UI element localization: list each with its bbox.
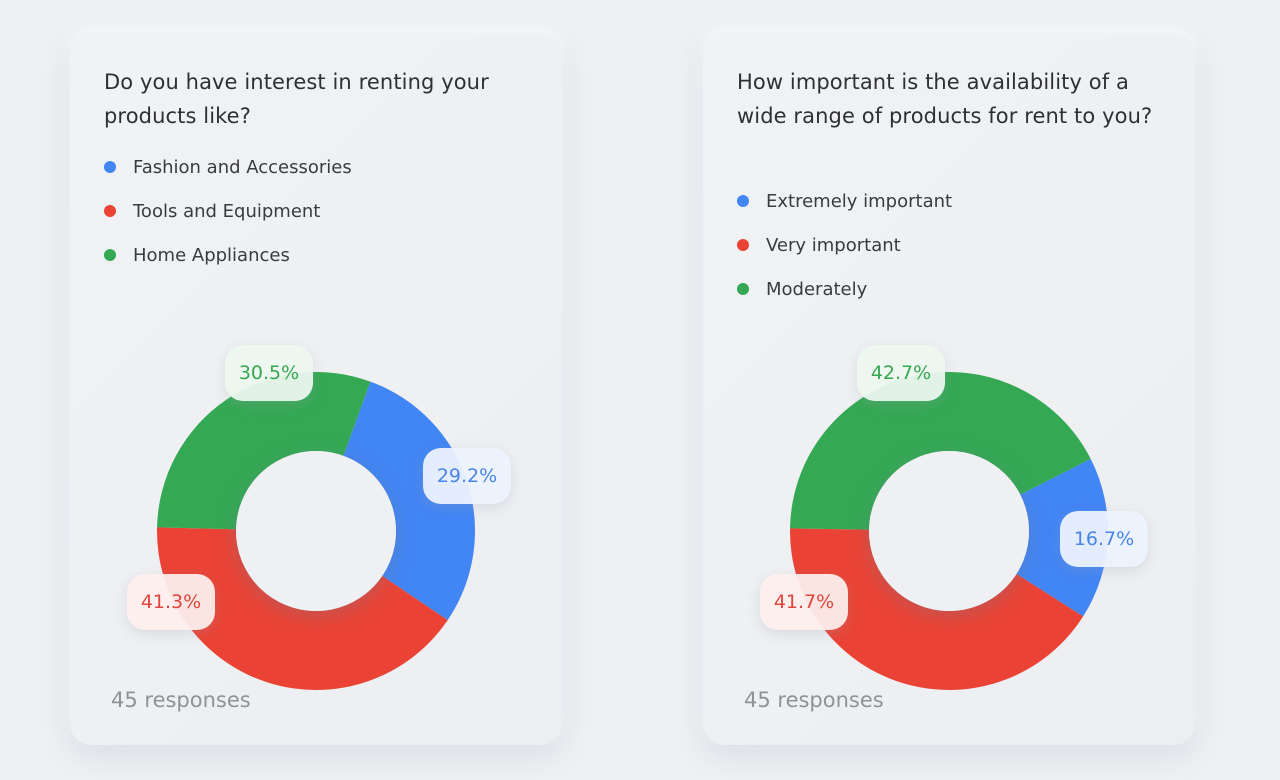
value-label: 41.7% xyxy=(760,574,848,630)
legend-marker-icon xyxy=(737,283,749,295)
value-label: 16.7% xyxy=(1060,511,1148,567)
donut-hole xyxy=(236,451,396,611)
legend-marker-icon xyxy=(737,195,749,207)
value-label: 42.7% xyxy=(857,345,945,401)
chart-card: How important is the availability of a w… xyxy=(703,33,1195,745)
donut-chart xyxy=(790,371,1108,691)
legend-label: Fashion and Accessories xyxy=(133,156,352,178)
value-label: 29.2% xyxy=(423,448,511,504)
donut-slice xyxy=(343,381,476,621)
legend-marker-icon xyxy=(104,161,116,173)
legend-item: Tools and Equipment xyxy=(104,189,352,233)
legend-item: Moderately xyxy=(737,267,952,311)
legend-item: Home Appliances xyxy=(104,233,352,277)
chart-legend: Fashion and Accessories Tools and Equipm… xyxy=(104,145,352,277)
donut-hole xyxy=(869,451,1029,611)
donut-slice xyxy=(157,527,448,690)
chart-title: Do you have interest in renting your pro… xyxy=(104,70,489,128)
chart-legend: Extremely important Very important Moder… xyxy=(737,179,952,311)
responses-count: 45 responses xyxy=(111,688,251,712)
legend-label: Extremely important xyxy=(766,190,953,212)
legend-item: Fashion and Accessories xyxy=(104,145,352,189)
donut-slice xyxy=(790,528,1084,691)
legend-marker-icon xyxy=(104,249,116,261)
legend-item: Very important xyxy=(737,223,952,267)
legend-label: Very important xyxy=(766,234,901,256)
chart-title: How important is the availability of a w… xyxy=(737,70,1153,128)
legend-item: Extremely important xyxy=(737,179,952,223)
legend-marker-icon xyxy=(104,205,116,217)
donut-slice xyxy=(157,372,371,530)
responses-count: 45 responses xyxy=(744,688,884,712)
legend-label: Home Appliances xyxy=(133,244,290,266)
value-label: 30.5% xyxy=(225,345,313,401)
legend-label: Moderately xyxy=(766,278,868,300)
legend-label: Tools and Equipment xyxy=(133,200,321,222)
value-label: 41.3% xyxy=(127,574,215,630)
legend-marker-icon xyxy=(737,239,749,251)
donut-chart xyxy=(157,372,476,690)
chart-card: Do you have interest in renting your pro… xyxy=(70,33,562,745)
donut-slice xyxy=(790,371,1091,530)
